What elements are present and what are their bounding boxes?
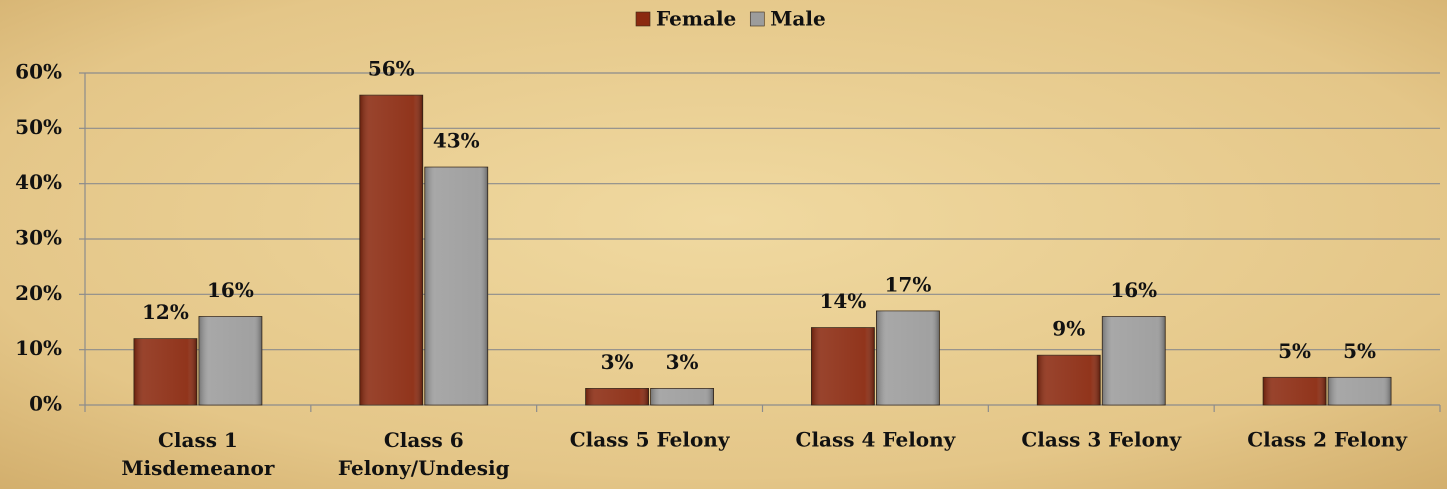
- y-tick-label: 50%: [15, 115, 62, 139]
- bar-shade: [811, 327, 875, 405]
- bar-shade: [359, 95, 423, 405]
- bar-shade: [1037, 355, 1101, 405]
- bar-shade: [876, 310, 940, 405]
- data-label: 3%: [666, 350, 699, 374]
- x-tick-label: Class 6 Felony/Undesig: [338, 428, 510, 480]
- data-label: 5%: [1343, 339, 1376, 363]
- data-label: 9%: [1052, 317, 1085, 341]
- y-tick-label: 10%: [15, 336, 62, 360]
- x-tick-label: Class 2 Felony: [1247, 428, 1408, 452]
- data-label: 12%: [142, 300, 189, 324]
- bar-shade: [1102, 316, 1166, 405]
- bar-shade: [1328, 377, 1392, 405]
- bar-shade: [1263, 377, 1327, 405]
- data-label: 56%: [368, 57, 415, 81]
- y-tick-label: 40%: [15, 170, 62, 194]
- legend-label: Male: [770, 7, 825, 31]
- data-label: 3%: [601, 350, 634, 374]
- bar-shade: [133, 338, 197, 405]
- data-label: 43%: [433, 129, 480, 153]
- y-tick-label: 20%: [15, 281, 62, 305]
- y-tick-label: 60%: [15, 60, 62, 84]
- data-label: 14%: [819, 289, 866, 313]
- x-tick-label: Class 3 Felony: [1021, 428, 1182, 452]
- x-tick-label: Class 4 Felony: [796, 428, 957, 452]
- legend-label: Female: [656, 7, 736, 31]
- bar-shade: [424, 167, 488, 405]
- x-tick-label: Class 5 Felony: [570, 428, 731, 452]
- data-label: 16%: [1110, 278, 1157, 302]
- bar-shade: [585, 388, 649, 405]
- x-tick-label: Class 1 Misdemeanor: [121, 428, 274, 480]
- bar-shade: [198, 316, 262, 405]
- legend-swatch: [635, 11, 651, 27]
- legend-swatch: [749, 11, 765, 27]
- y-tick-label: 0%: [29, 392, 62, 416]
- data-label: 16%: [207, 278, 254, 302]
- y-tick-label: 30%: [15, 226, 62, 250]
- bar-shade: [650, 388, 714, 405]
- data-label: 5%: [1278, 339, 1311, 363]
- data-label: 17%: [884, 272, 931, 296]
